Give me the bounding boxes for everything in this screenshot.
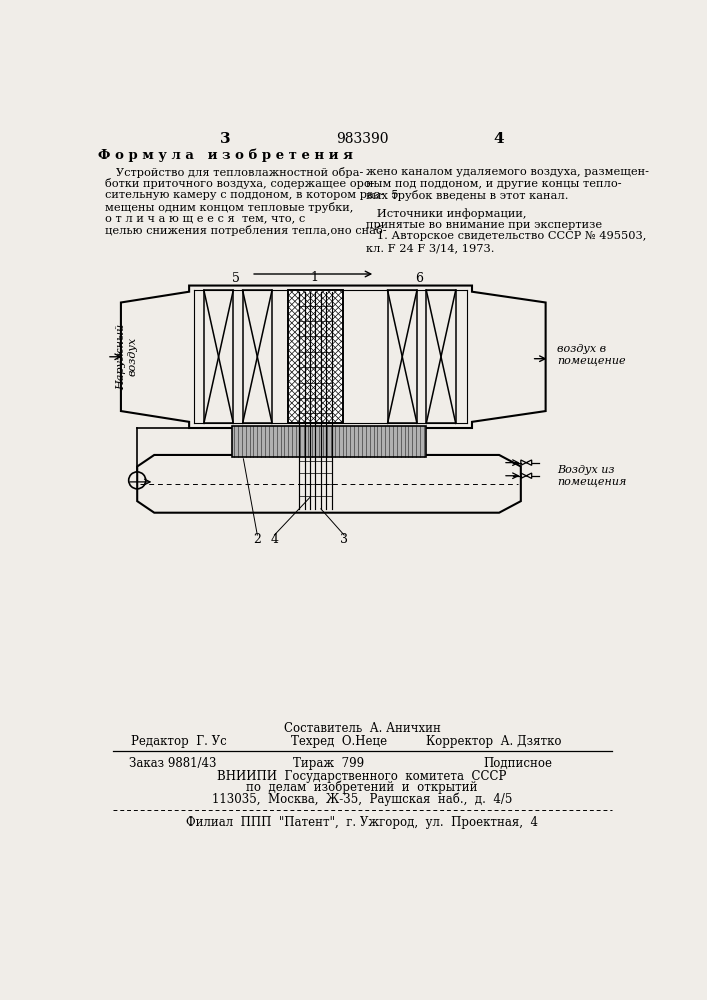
Text: 4: 4 (270, 533, 279, 546)
Text: кл. F 24 F 3/14, 1973.: кл. F 24 F 3/14, 1973. (366, 243, 494, 253)
Text: сительную камеру с поддоном, в котором раз-  5: сительную камеру с поддоном, в котором р… (105, 190, 399, 200)
Text: Подписное: Подписное (484, 757, 553, 770)
Text: ВНИИПИ  Государственного  комитета  СССР: ВНИИПИ Государственного комитета СССР (217, 770, 507, 783)
Text: мещены одним концом тепловые трубки,: мещены одним концом тепловые трубки, (105, 202, 354, 213)
Text: ботки приточного воздуха, содержащее оро-: ботки приточного воздуха, содержащее оро… (105, 178, 375, 189)
Text: 1. Авторское свидетельство СССР № 495503,: 1. Авторское свидетельство СССР № 495503… (366, 231, 646, 241)
Text: Наружный
воздух: Наружный воздух (117, 324, 138, 390)
Text: принятые во внимание при экспертизе: принятые во внимание при экспертизе (366, 220, 602, 230)
Text: 3: 3 (340, 533, 348, 546)
Text: о т л и ч а ю щ е е с я  тем, что, с: о т л и ч а ю щ е е с я тем, что, с (105, 214, 305, 224)
Text: Тираж  799: Тираж 799 (293, 757, 364, 770)
Text: воздух в
помещение: воздух в помещение (557, 344, 626, 366)
Text: по  делам  изобретений  и  открытий: по делам изобретений и открытий (246, 781, 478, 794)
Bar (387, 290, 417, 423)
Text: Филиал  ППП  "Патент",  г. Ужгород,  ул.  Проектная,  4: Филиал ППП "Патент", г. Ужгород, ул. Про… (186, 816, 538, 829)
Text: 983390: 983390 (336, 132, 388, 146)
Text: 6: 6 (415, 272, 423, 285)
Bar (243, 290, 272, 423)
Bar (288, 290, 343, 423)
Text: целью снижения потребления тепла,оно снаб-: целью снижения потребления тепла,оно сна… (105, 225, 387, 236)
Text: 1: 1 (310, 271, 319, 284)
Bar (288, 290, 343, 423)
Text: вых трубок введены в этот канал.: вых трубок введены в этот канал. (366, 190, 568, 201)
Text: 5: 5 (232, 272, 240, 285)
Text: Техред  О.Неце: Техред О.Неце (291, 735, 387, 748)
Text: 2: 2 (253, 533, 262, 546)
Text: ным под поддоном, и другие концы тепло-: ным под поддоном, и другие концы тепло- (366, 179, 621, 189)
Text: 4: 4 (493, 132, 504, 146)
Text: 3: 3 (221, 132, 231, 146)
Text: 113035,  Москва,  Ж-35,  Раушская  наб.,  д.  4/5: 113035, Москва, Ж-35, Раушская наб., д. … (212, 792, 512, 806)
Text: Воздух из
помещения: Воздух из помещения (557, 465, 626, 487)
Text: Корректор  А. Дзятко: Корректор А. Дзятко (426, 735, 561, 748)
Text: Ф о р м у л а   и з о б р е т е н и я: Ф о р м у л а и з о б р е т е н и я (98, 149, 353, 162)
Text: Источники информации,: Источники информации, (366, 208, 526, 219)
Bar (204, 290, 233, 423)
Text: Составитель  А. Аничхин: Составитель А. Аничхин (284, 722, 440, 735)
Text: Редактор  Г. Ус: Редактор Г. Ус (131, 735, 227, 748)
Text: жено каналом удаляемого воздуха, размещен-: жено каналом удаляемого воздуха, размеще… (366, 167, 649, 177)
Bar (426, 290, 456, 423)
Text: Устройство для тепловлажностной обра-: Устройство для тепловлажностной обра- (105, 167, 364, 178)
Text: Заказ 9881/43: Заказ 9881/43 (129, 757, 216, 770)
Bar (232, 426, 426, 457)
